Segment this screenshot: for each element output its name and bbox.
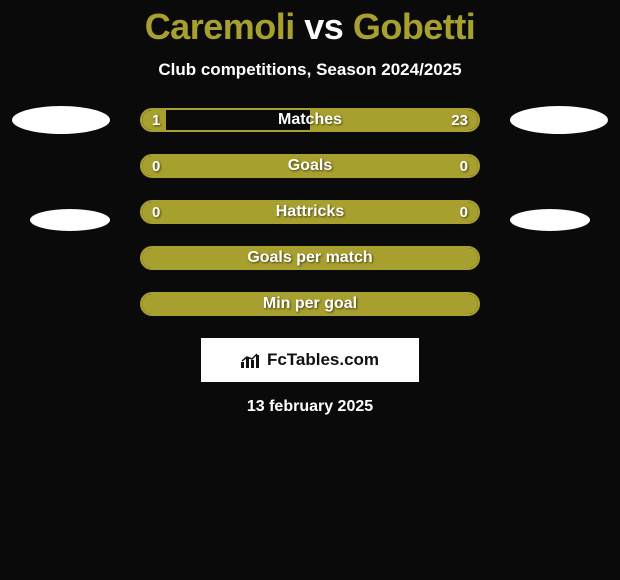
stat-label: Goals per match — [142, 249, 478, 267]
stat-label: Matches — [142, 111, 478, 129]
stat-row-mpg: Min per goal — [0, 292, 620, 316]
stat-label: Min per goal — [142, 295, 478, 313]
stat-bar: Goals per match — [140, 246, 480, 270]
stat-row-matches: 1 Matches 23 — [0, 108, 620, 132]
stat-bar: Min per goal — [140, 292, 480, 316]
vs-text: vs — [304, 6, 343, 47]
stat-bar: 1 Matches 23 — [140, 108, 480, 132]
subtitle: Club competitions, Season 2024/2025 — [0, 60, 620, 80]
stat-row-goals: 0 Goals 0 — [0, 154, 620, 178]
page-title: Caremoli vs Gobetti — [0, 6, 620, 48]
player1-name: Caremoli — [145, 6, 295, 47]
branding-box[interactable]: FcTables.com — [201, 338, 419, 382]
stat-right-value: 23 — [451, 112, 468, 129]
player1-marker — [12, 106, 110, 134]
stat-bar: 0 Goals 0 — [140, 154, 480, 178]
date-text: 13 february 2025 — [0, 398, 620, 416]
stats-card: Caremoli vs Gobetti Club competitions, S… — [0, 0, 620, 416]
stat-row-hattricks: 0 Hattricks 0 — [0, 200, 620, 224]
stat-bar: 0 Hattricks 0 — [140, 200, 480, 224]
stat-right-value: 0 — [460, 204, 468, 221]
stat-right-value: 0 — [460, 158, 468, 175]
stat-row-gpm: Goals per match — [0, 246, 620, 270]
stat-label: Hattricks — [142, 203, 478, 221]
player2-name: Gobetti — [353, 6, 475, 47]
stat-label: Goals — [142, 157, 478, 175]
player2-marker — [510, 106, 608, 134]
chart-icon — [241, 352, 261, 368]
branding-text: FcTables.com — [267, 350, 379, 370]
